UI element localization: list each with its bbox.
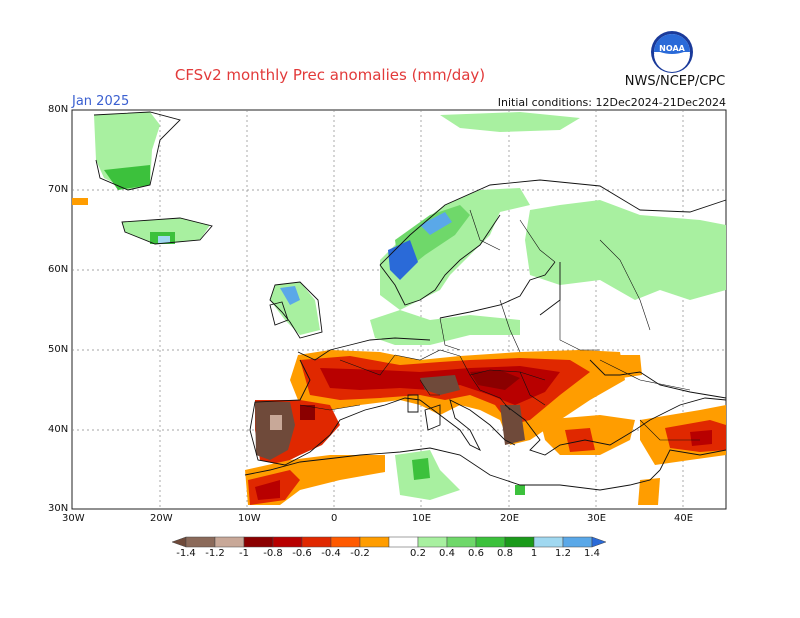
- colorbar: [171, 536, 607, 548]
- colorbar-label: 1.4: [584, 548, 600, 559]
- colorbar-swatch: [214, 536, 245, 548]
- lon-label-10e: 10E: [412, 513, 432, 524]
- chart-title: CFSv2 monthly Prec anomalies (mm/day): [174, 66, 486, 84]
- colorbar-label: 0.4: [439, 548, 455, 559]
- colorbar-label: -0.2: [350, 548, 370, 559]
- colorbar-swatch: [446, 536, 477, 548]
- colorbar-swatch: [417, 536, 448, 548]
- lat-label-40n: 40N: [48, 424, 69, 435]
- dry-anomaly-regions: [72, 198, 726, 505]
- colorbar-swatch: [243, 536, 274, 548]
- colorbar-label: -0.8: [263, 548, 283, 559]
- colorbar-swatch: [562, 536, 593, 548]
- colorbar-swatch: [504, 536, 535, 548]
- colorbar-arrow-right: [591, 536, 607, 548]
- colorbar-label: -1.4: [176, 548, 196, 559]
- forecast-month: Jan 2025: [72, 94, 130, 109]
- colorbar-label: -1.2: [205, 548, 225, 559]
- colorbar-label: 0.6: [468, 548, 484, 559]
- colorbar-swatch: [185, 536, 216, 548]
- lon-label-30w: 30W: [62, 513, 85, 524]
- colorbar-swatch: [301, 536, 332, 548]
- lon-label-20e: 20E: [500, 513, 520, 524]
- lat-label-60n: 60N: [48, 264, 69, 275]
- agency-label: NWS/NCEP/CPC: [624, 74, 726, 89]
- colorbar-swatch: [330, 536, 361, 548]
- colorbar-label: -1: [239, 548, 249, 559]
- lon-label-0: 0: [331, 513, 338, 524]
- country-borders: [299, 209, 700, 441]
- colorbar-label: 0.2: [410, 548, 426, 559]
- colorbar-swatch: [272, 536, 303, 548]
- noaa-logo-text: NOAA: [659, 44, 685, 53]
- colorbar-label: 1.2: [555, 548, 571, 559]
- lon-label-40e: 40E: [674, 513, 694, 524]
- colorbar-label: 1: [530, 548, 538, 559]
- colorbar-label: -0.6: [292, 548, 312, 559]
- colorbar-arrow-left: [171, 536, 187, 548]
- wet-anomaly-regions: [94, 112, 726, 500]
- map-frame: [71, 109, 727, 510]
- lat-label-80n: 80N: [48, 104, 69, 115]
- noaa-logo: NOAA: [651, 31, 693, 73]
- lon-label-10w: 10W: [238, 513, 261, 524]
- colorbar-swatch: [475, 536, 506, 548]
- colorbar-swatch: [359, 536, 390, 548]
- colorbar-swatch: [388, 536, 419, 548]
- colorbar-label: 0.8: [497, 548, 513, 559]
- colorbar-swatch: [533, 536, 564, 548]
- lat-label-30n: 30N: [48, 503, 69, 514]
- lat-label-50n: 50N: [48, 344, 69, 355]
- colorbar-label: -0.4: [321, 548, 341, 559]
- lon-label-30e: 30E: [587, 513, 607, 524]
- initial-conditions: Initial conditions: 12Dec2024-21Dec2024: [497, 96, 726, 109]
- lat-label-70n: 70N: [48, 184, 69, 195]
- lon-label-20w: 20W: [150, 513, 173, 524]
